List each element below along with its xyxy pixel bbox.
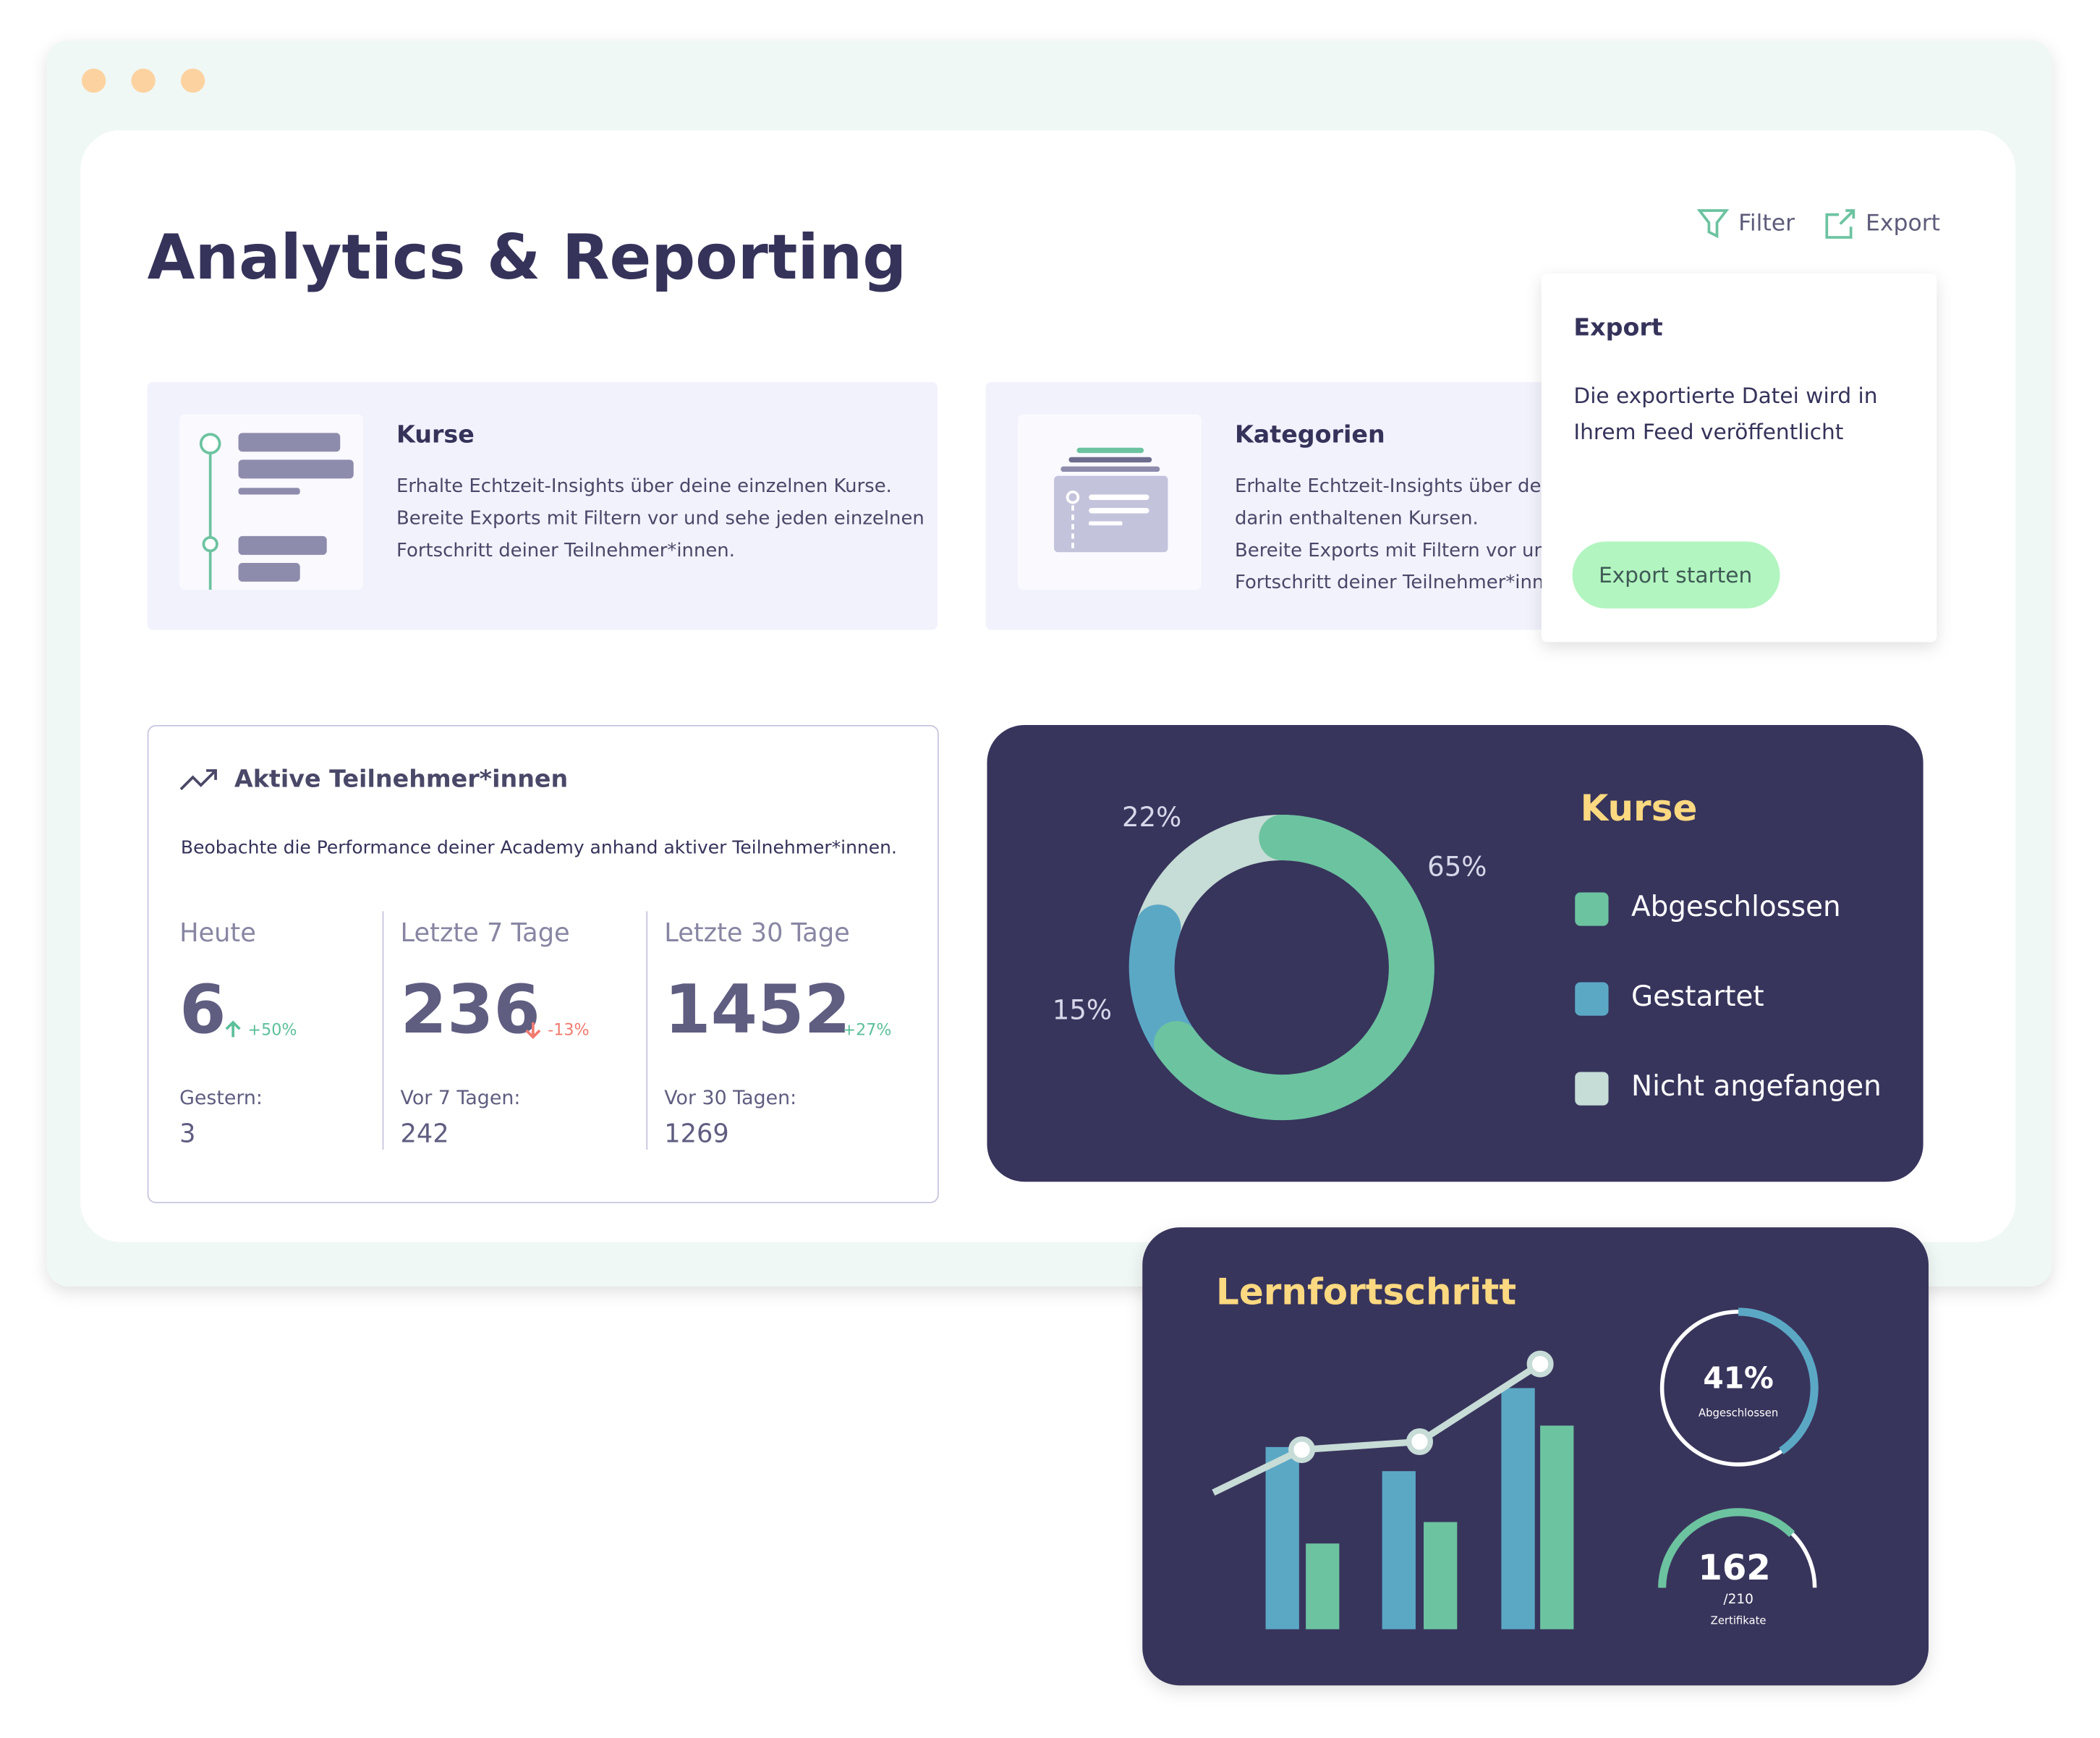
- stat-change: +27%: [843, 1021, 892, 1040]
- card-title: Kurse: [396, 420, 475, 449]
- stat-prev-label: Vor 7 Tagen:: [401, 1087, 521, 1109]
- page-title: Analytics & Reporting: [148, 222, 907, 294]
- export-icon[interactable]: [1825, 209, 1855, 239]
- donut-panel: [987, 724, 1923, 1182]
- export-button[interactable]: Export: [1866, 211, 1940, 237]
- card-text: Erhalte Echtzeit-Insights über deine ein…: [396, 475, 892, 497]
- export-start-label[interactable]: Export starten: [1599, 563, 1752, 588]
- trend-arrow: [225, 1020, 241, 1038]
- card-text: Bereite Exports mit Filtern vor und: [1235, 540, 1557, 561]
- window-dot: [180, 68, 205, 93]
- stats: Heute 6 +50% Gestern: 3 Letzte 7 Tage 236 -13% V…: [179, 918, 891, 1149]
- certificate-count: 162: [1698, 1548, 1770, 1588]
- window-dot: [81, 68, 106, 93]
- legend-swatch: [1575, 1072, 1609, 1106]
- course-icon: [199, 433, 354, 590]
- popover-text: Ihrem Feed veröffentlicht: [1573, 420, 1843, 444]
- filter-button[interactable]: Filter: [1738, 211, 1795, 237]
- card-title: Kategorien: [1235, 420, 1385, 449]
- active-title: Aktive Teilnehmer*innen: [234, 764, 568, 792]
- legend-label: Abgeschlossen: [1631, 891, 1841, 923]
- card-text: Fortschritt deiner Teilnehmer*inner: [1235, 572, 1563, 593]
- active-card: [147, 724, 939, 1203]
- card-text: Erhalte Echtzeit-Insights über deine: [1235, 475, 1570, 497]
- progress-illustration: [1212, 1307, 1819, 1629]
- stat-prev-label: Gestern:: [179, 1087, 263, 1109]
- card-text: Fortschritt deiner Teilnehmer*innen.: [396, 540, 735, 561]
- filter-icon[interactable]: [1696, 209, 1730, 239]
- export-start-button[interactable]: [1572, 541, 1780, 609]
- donut-label: 65%: [1427, 852, 1487, 883]
- donut-label: 22%: [1122, 802, 1181, 833]
- popover-title: Export: [1573, 313, 1662, 341]
- certificate-total: /210: [1723, 1592, 1753, 1607]
- stat-prev: 1269: [664, 1119, 728, 1149]
- stat-prev: 3: [179, 1119, 195, 1149]
- category-icon: [1054, 447, 1168, 553]
- stat-label: Letzte 7 Tage: [401, 918, 570, 948]
- stat-value: 1452: [664, 970, 851, 1048]
- progress-percent-label: Abgeschlossen: [1699, 1407, 1778, 1420]
- stat-label: Letzte 30 Tage: [664, 918, 849, 948]
- window-dot: [131, 68, 156, 93]
- legend-label: Gestartet: [1631, 980, 1764, 1013]
- trend-arrow: [525, 1022, 541, 1039]
- donut-title: Kurse: [1581, 787, 1698, 829]
- donut-chart: 65% 15% 22% Abgeschlossen Gestartet Nicht ang…: [1053, 802, 1882, 1121]
- stat-value: 6: [179, 970, 226, 1048]
- popover-text: Die exportierte Datei wird in: [1573, 383, 1877, 408]
- card-text: Bereite Exports mit Filtern vor und sehe…: [396, 507, 924, 529]
- stat-value: 236: [401, 970, 540, 1048]
- trend-icon: [179, 769, 217, 791]
- stat-label: Heute: [179, 918, 256, 948]
- donut-segment: [1154, 815, 1434, 1121]
- legend-swatch: [1575, 982, 1609, 1016]
- stat-change: -13%: [548, 1021, 589, 1040]
- stat-change: +50%: [248, 1021, 297, 1040]
- card-text: darin enthaltenen Kursen.: [1235, 507, 1479, 529]
- certificate-label: Zertifikate: [1711, 1615, 1767, 1627]
- progress-percent: 41%: [1703, 1360, 1773, 1395]
- legend-label: Nicht angefangen: [1631, 1070, 1882, 1103]
- active-subtitle: Beobachte die Performance deiner Academy…: [181, 836, 897, 857]
- donut-label: 15%: [1053, 995, 1112, 1026]
- stat-prev-label: Vor 30 Tagen:: [664, 1087, 796, 1109]
- progress-title: Lernfortschritt: [1216, 1271, 1516, 1313]
- stat-prev: 242: [401, 1119, 449, 1149]
- legend-swatch: [1575, 892, 1609, 926]
